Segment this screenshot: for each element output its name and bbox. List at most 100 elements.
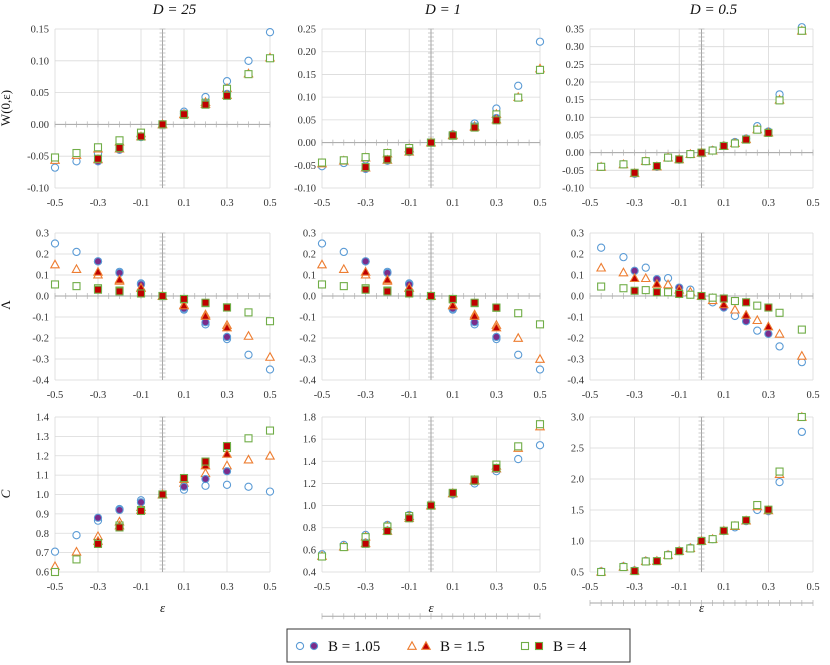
point-filled-square — [742, 516, 751, 525]
x-tick-label: -0.5 — [314, 390, 331, 401]
point-open-square — [619, 284, 628, 293]
point-filled-square — [201, 298, 210, 307]
y-tick-label: 0.6 — [36, 568, 49, 579]
legend-marker-filled-circle — [309, 641, 319, 651]
legend-label: B = 1.05 — [328, 639, 380, 655]
x-tick-label: 0.3 — [220, 198, 233, 209]
point-open-square — [708, 293, 717, 302]
point-open-square — [50, 280, 60, 289]
x-tick-label: -0.1 — [401, 582, 418, 593]
point-filled-square — [179, 110, 189, 119]
y-tick-label: 0.0 — [36, 292, 49, 303]
point-filled-triangle — [114, 274, 125, 284]
point-open-square — [797, 412, 806, 422]
y-tick-label: -0.2 — [567, 334, 584, 345]
legend-marker-open-circle — [295, 641, 305, 651]
point-open-square — [265, 54, 275, 63]
point-open-square — [93, 143, 103, 152]
y-tick-label: -0.4 — [567, 376, 584, 387]
point-filled-square — [448, 131, 457, 140]
point-filled-square — [719, 294, 728, 303]
legend-marker-filled-triangle — [420, 640, 432, 650]
panel-r2-c2: 0.5 1.0 1.5 2.0 2.5 3.0 -0.5 -0.3 -0.1 0.1 0.3 0.5 ε — [571, 411, 820, 615]
point-open-square — [753, 125, 762, 134]
x-tick-label: -0.5 — [47, 390, 64, 401]
point-filled-square — [492, 463, 501, 472]
series-open-square — [597, 282, 806, 334]
point-open-triangle — [71, 546, 82, 556]
x-tick-label: 0.3 — [490, 390, 503, 401]
point-filled-triangle — [491, 322, 502, 332]
y-tick-label: -0.3 — [299, 355, 316, 366]
y-tick-label: 0.30 — [566, 42, 584, 53]
y-tick-label: 0.2 — [303, 250, 316, 261]
x-tick-label: 0.5 — [806, 198, 819, 209]
point-open-square — [339, 156, 348, 165]
y-tick-label: 1.0 — [303, 501, 316, 512]
point-filled-triangle — [629, 272, 640, 283]
point-filled-square — [470, 123, 479, 132]
x-tick-label: -0.3 — [90, 582, 107, 593]
x-tick-label: -0.3 — [90, 198, 107, 209]
point-open-circle — [775, 477, 784, 487]
y-tick-label: -0.10 — [562, 184, 584, 195]
x-tick-label: 0.5 — [263, 198, 276, 209]
point-open-circle — [753, 326, 762, 335]
point-open-triangle — [640, 272, 651, 283]
point-filled-square — [492, 116, 501, 125]
point-filled-square — [405, 289, 414, 298]
legend-label: B = 4 — [553, 639, 587, 655]
point-open-circle — [797, 427, 806, 437]
x-tick-label: -0.3 — [90, 390, 107, 401]
point-open-circle — [50, 547, 60, 556]
series-filled-square — [361, 463, 501, 548]
point-open-square — [775, 467, 784, 476]
x-tick-label: -0.1 — [133, 198, 150, 209]
y-tick-label: 0.3 — [36, 229, 49, 240]
y-tick-label: 0.15 — [298, 70, 316, 81]
y-tick-label: 0.6 — [303, 545, 316, 556]
y-tick-label: 1.5 — [571, 506, 584, 517]
y-tick-label: 1.2 — [36, 451, 49, 462]
point-open-circle — [339, 247, 348, 257]
y-tick-label: 0.9 — [36, 509, 49, 520]
x-tick-label: -0.1 — [401, 390, 418, 401]
y-tick-label: -0.05 — [27, 152, 49, 163]
point-filled-square — [742, 298, 751, 307]
y-tick-label: 0.15 — [566, 95, 584, 106]
x-tick-label: 0.5 — [533, 390, 546, 401]
point-open-square — [50, 153, 60, 162]
x-tick-label: 0.3 — [490, 582, 503, 593]
point-open-triangle — [752, 314, 763, 325]
legend-marker-open-square — [520, 641, 530, 651]
x-tick-label: -0.3 — [626, 198, 643, 209]
point-open-square — [597, 567, 606, 577]
x-tick-label: 0.1 — [177, 390, 190, 401]
point-filled-square — [361, 163, 370, 172]
x-tick-label: -0.5 — [582, 198, 599, 209]
point-filled-square — [405, 147, 414, 156]
point-open-square — [514, 309, 523, 318]
point-open-square — [641, 286, 650, 295]
y-tick-label: 0.3 — [303, 229, 316, 240]
x-tick-label: 0.1 — [717, 198, 730, 209]
y-tick-label: -0.1 — [567, 313, 584, 324]
point-open-square — [619, 160, 628, 169]
x-tick-label: 0.1 — [177, 582, 190, 593]
point-open-square — [535, 65, 545, 74]
point-filled-square — [179, 294, 189, 303]
x-axis-label: ε — [699, 600, 705, 615]
point-open-square — [753, 301, 762, 310]
x-tick-label: 0.3 — [762, 582, 775, 593]
x-tick-label: -0.1 — [671, 390, 688, 401]
point-open-square — [686, 290, 695, 299]
point-open-triangle — [774, 328, 785, 338]
legend-box — [286, 628, 631, 663]
column-titles: D = 25 D = 1 D = 0.5 — [152, 2, 738, 18]
legend-marker-open-triangle — [406, 640, 418, 650]
point-open-square — [641, 157, 650, 166]
point-open-triangle — [596, 262, 607, 272]
point-open-square — [708, 146, 717, 155]
y-tick-label: 1.4 — [36, 413, 50, 424]
